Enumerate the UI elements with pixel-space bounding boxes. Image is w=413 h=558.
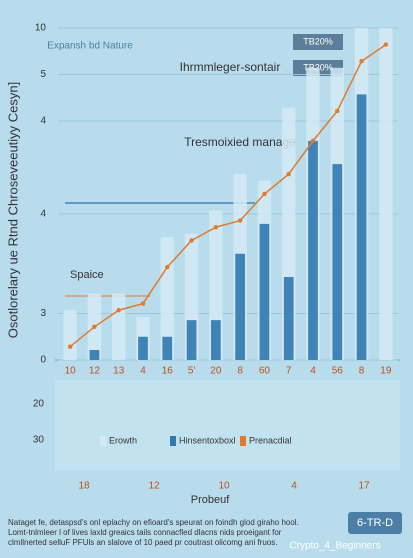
x-tick-label: 4 — [310, 366, 316, 377]
x-tick-label: 8 — [237, 366, 243, 377]
y-tick-label: 4 — [40, 209, 46, 220]
x-tick-label: 8 — [359, 366, 365, 377]
x-tick-label: 5' — [188, 366, 196, 377]
bar — [356, 94, 367, 361]
legend-swatch — [170, 436, 176, 446]
x-tick-label: 60 — [259, 366, 271, 377]
trend-point — [189, 238, 194, 243]
y-tick-label: 0 — [40, 355, 46, 366]
trend-point — [116, 308, 121, 313]
trend-point — [286, 171, 291, 177]
bar — [283, 277, 294, 360]
trend-point — [165, 264, 170, 270]
annotation: Expansh bd Nature — [47, 41, 133, 52]
y-tick-label: 4 — [40, 116, 46, 127]
chart-title: Ihrmmleger-sontair — [180, 60, 281, 74]
annotation: TB20% — [303, 62, 333, 72]
trend-point — [140, 301, 146, 306]
label-box — [293, 34, 343, 50]
trend-point — [92, 324, 97, 329]
bar — [308, 140, 318, 360]
legend-label: Erowth — [109, 435, 137, 445]
y-tick-label: 3 — [40, 308, 46, 319]
badge-box — [348, 512, 402, 534]
background-bar — [379, 28, 393, 360]
footnote: Nataget fe, detaspsd's onl eplachy on ef… — [8, 518, 299, 527]
trend-line — [69, 43, 387, 348]
x-tick-label: 7 — [286, 366, 292, 377]
footnote: Lomt-tnlmleer l of lives laxld greaics t… — [8, 528, 282, 537]
y-tick-label: 10 — [35, 23, 47, 34]
x-tick-label: 4 — [140, 366, 146, 377]
bar — [235, 253, 245, 360]
footnote: clmllnerted selluF PFUls an slalove of 1… — [8, 538, 277, 547]
background-bar — [112, 293, 126, 360]
bar — [211, 320, 221, 360]
badge: 6-TR-D — [357, 517, 393, 529]
background-bar — [63, 310, 77, 360]
bottom-label: 4 — [291, 481, 297, 492]
y-axis-title: Osotlorelary ue Rtnd Chroseveeutiyy Cesy… — [5, 82, 20, 339]
legend-swatch — [100, 436, 106, 446]
x-tick-label: 19 — [380, 366, 392, 377]
x-tick-label: 56 — [332, 366, 344, 377]
trend-point — [262, 191, 267, 197]
bottom-label: 17 — [358, 481, 370, 492]
bar — [332, 164, 343, 360]
bottom-label: 18 — [78, 481, 90, 492]
watermark: Crypto_4_Beginners — [289, 541, 380, 552]
x-tick-label: 10 — [65, 366, 77, 377]
background-bar — [160, 237, 174, 360]
annotation: TB20% — [303, 36, 333, 46]
lower-panel — [55, 380, 400, 470]
x-tick-label: 12 — [89, 366, 101, 377]
trend-point — [310, 138, 316, 144]
bar — [186, 320, 197, 360]
annotation: Spaice — [70, 269, 104, 281]
trend-point — [67, 344, 73, 349]
x-tick-label: 16 — [162, 366, 174, 377]
x-tick-label: 20 — [210, 366, 222, 377]
legend-label: Prenacdial — [249, 435, 292, 445]
trend-point — [383, 42, 389, 47]
y-tick-label: 5 — [40, 69, 46, 80]
trend-point — [213, 225, 219, 230]
bottom-label: 10 — [218, 481, 230, 492]
bar — [259, 223, 270, 360]
trend-point — [335, 108, 340, 114]
bottom-label: 12 — [148, 481, 160, 492]
trend-point — [237, 218, 243, 223]
trend-point — [359, 59, 364, 64]
bar — [162, 336, 173, 360]
annotation: Tresmoixied manage — [184, 135, 296, 149]
lower-label: 20 — [33, 399, 45, 410]
x-axis-title: Probeuf — [191, 494, 230, 506]
lower-label: 30 — [33, 435, 45, 446]
bar — [138, 336, 148, 360]
bar — [89, 350, 100, 360]
legend-label: Hinsentoxboxl — [179, 435, 236, 445]
legend-swatch — [240, 436, 246, 446]
x-tick-label: 13 — [113, 366, 125, 377]
